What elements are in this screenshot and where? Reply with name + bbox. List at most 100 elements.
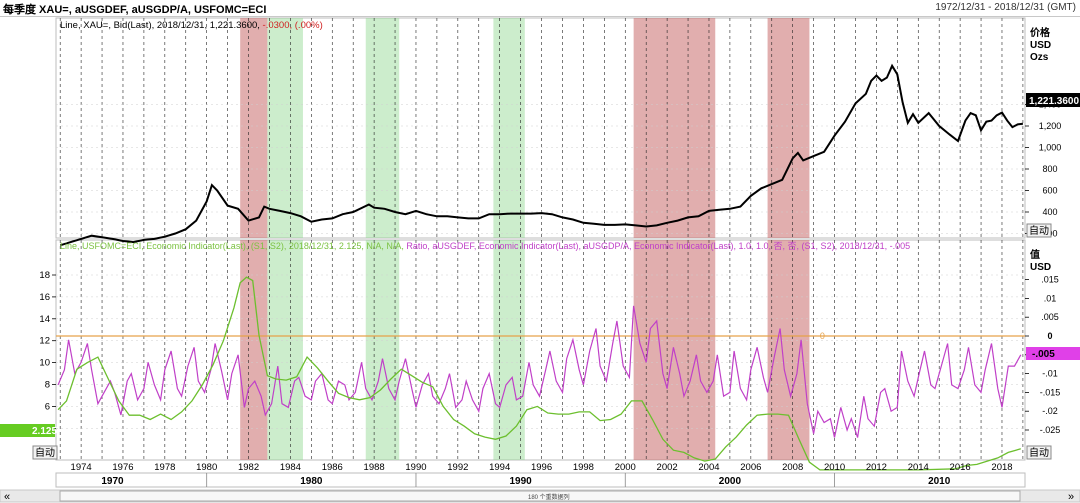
bottom-axis-title-usd: USD	[1030, 262, 1051, 273]
left-y-tick-label: 18	[39, 270, 50, 281]
scroll-right-arrow[interactable]: »	[1068, 491, 1074, 503]
x-tick-label: 1978	[154, 462, 175, 473]
recession-band-top	[767, 18, 810, 238]
expansion-band-top	[493, 18, 525, 238]
top-axis-title-price: 价格	[1030, 26, 1051, 39]
bottom-plot-frame	[55, 239, 1026, 461]
zero-line-label: 0	[820, 331, 825, 341]
x-tick-label: 1990	[405, 462, 426, 473]
x-tick-label: 1986	[322, 462, 343, 473]
bottom-legend: Line, USFOMC=ECI, Economic Indicator(Las…	[60, 241, 910, 251]
left-last-value: 2.125	[32, 426, 57, 437]
left-y-tick-label: 14	[39, 314, 50, 325]
top-legend: Line, XAU=, Bid(Last), 2018/12/31, 1,221…	[60, 20, 323, 31]
x-tick-label: 2010	[824, 462, 845, 473]
right-y-tick-label: 0	[1047, 331, 1052, 341]
recession-band-top	[633, 18, 716, 238]
expansion-band-bottom	[365, 240, 400, 460]
x-tick-label: 2000	[615, 462, 636, 473]
horizontal-scrollbar[interactable]: « » 180 个重数据列	[0, 489, 1080, 503]
right-y-tick-label: -.025	[1040, 425, 1061, 435]
gold-series-line	[59, 63, 1024, 247]
x-tick-label: 1996	[531, 462, 552, 473]
bottom-legend-purple: Ratio, aUSGDEF, Economic Indicator(Last)…	[406, 241, 910, 251]
horizontal-gridlines	[56, 104, 1025, 429]
chart-canvas: 0 Line, XAU=, Bid(Last), 2018/12/31, 1,2…	[0, 17, 1080, 503]
left-y-tick-label: 6	[45, 401, 50, 412]
x-tick-label: 2004	[698, 462, 719, 473]
recession-band-top	[240, 18, 268, 238]
expansion-band-bottom	[267, 240, 303, 460]
window-titlebar: 每季度 XAU=, aUSGDEF, aUSGDP/A, USFOMC=ECI …	[0, 0, 1080, 17]
top-y-tick-label: 1,000	[1039, 143, 1062, 153]
recession-band-bottom	[240, 240, 268, 460]
right-y-tick-label: -.01	[1042, 369, 1058, 379]
series-layer	[57, 63, 1024, 471]
left-y-tick-label: 16	[39, 292, 50, 303]
left-y-tick-label: 12	[39, 336, 50, 347]
decade-band	[55, 472, 1026, 488]
scroll-left-arrow[interactable]: «	[4, 491, 10, 503]
x-tick-label: 1976	[112, 462, 133, 473]
right-y-tick-label: .015	[1041, 275, 1059, 285]
scroll-center-label: 180 个重数据列	[528, 493, 570, 501]
right-last-value-badge	[1026, 347, 1080, 360]
top-axis-title-usd: USD	[1030, 40, 1051, 51]
left-last-value-badge	[0, 424, 55, 437]
decade-label: 2000	[719, 476, 742, 487]
date-range: 1972/12/31 - 2018/12/31 (GMT)	[935, 2, 1076, 13]
decade-labels: 1970 1980 1990 2000 2010	[101, 473, 951, 487]
expansion-band-top	[365, 18, 400, 238]
x-tick-label: 2016	[950, 462, 971, 473]
decade-label: 1970	[101, 476, 124, 487]
x-tick-label: 1998	[573, 462, 594, 473]
scrollbar-thumb[interactable]	[59, 490, 1021, 502]
right-y-tick-label: -.015	[1040, 387, 1061, 397]
right-y-tick-label: .005	[1041, 312, 1059, 322]
x-tick-label: 1988	[364, 462, 385, 473]
bottom-right-auto-scale-button[interactable]: 自动	[1026, 445, 1052, 460]
right-y-tick-label: -.02	[1042, 406, 1058, 416]
x-tick-label: 1980	[196, 462, 217, 473]
decade-label: 1990	[509, 476, 532, 487]
axis-labels: 2004006008001,0001,2001,4004681012141618…	[39, 100, 1061, 474]
top-axis-title-ozs: Ozs	[1030, 52, 1049, 63]
bottom-right-auto-scale-label: 自动	[1029, 446, 1049, 459]
top-y-tick-label: 1,200	[1039, 121, 1062, 131]
top-last-value: 1,221.3600	[1029, 96, 1079, 107]
top-legend-prefix: Line, XAU=, Bid(Last), 2018/12/31, 1,221…	[60, 20, 263, 31]
vertical-gridlines	[59, 18, 1024, 460]
ratio-series-line	[57, 305, 1022, 438]
top-y-tick-label: 800	[1042, 164, 1057, 174]
x-tick-label: 1994	[489, 462, 510, 473]
bottom-axis-title-value: 值	[1030, 248, 1040, 261]
x-tick-label: 1982	[238, 462, 259, 473]
bottom-left-auto-scale-button[interactable]: 自动	[32, 445, 58, 460]
top-y-tick-label: 600	[1042, 186, 1057, 196]
expansion-band-top	[267, 18, 303, 238]
top-legend-change: -.0300, (.00%)	[263, 20, 323, 31]
x-tick-label: 1992	[447, 462, 468, 473]
expansion-band-bottom	[493, 240, 525, 460]
right-y-tick-label: .01	[1044, 293, 1057, 303]
recession-band-bottom	[767, 240, 810, 460]
bottom-legend-green: Line, USFOMC=ECI, Economic Indicator(Las…	[60, 241, 406, 251]
top-auto-scale-button[interactable]: 自动	[1026, 223, 1052, 238]
top-last-value-badge	[1026, 93, 1080, 107]
right-last-value: -.005	[1032, 349, 1055, 360]
x-tick-label: 2006	[740, 462, 761, 473]
left-y-tick-label: 8	[45, 380, 50, 391]
x-tick-label: 1984	[280, 462, 301, 473]
window-title: 每季度 XAU=, aUSGDEF, aUSGDP/A, USFOMC=ECI	[3, 4, 267, 16]
x-tick-label: 2008	[782, 462, 803, 473]
x-tick-label: 2002	[657, 462, 678, 473]
x-tick-label: 2014	[908, 462, 929, 473]
decade-label: 2010	[928, 476, 951, 487]
decade-label: 1980	[300, 476, 323, 487]
top-auto-scale-label: 自动	[1029, 224, 1049, 237]
top-plot-frame	[55, 17, 1026, 239]
top-y-tick-label: 400	[1042, 207, 1057, 217]
x-tick-label: 1974	[71, 462, 92, 473]
left-y-tick-label: 10	[39, 358, 50, 369]
x-tick-label: 2012	[866, 462, 887, 473]
